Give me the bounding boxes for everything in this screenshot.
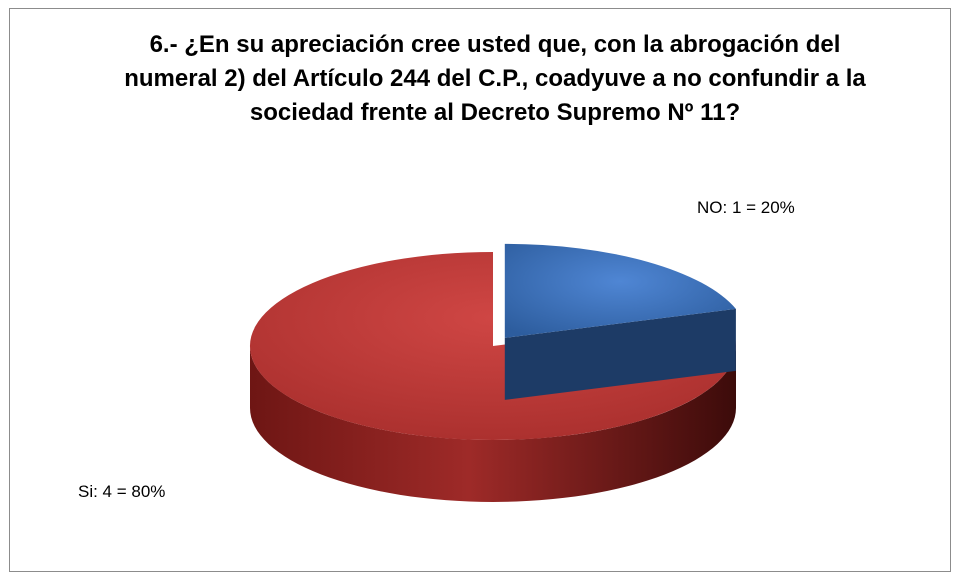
slice-top (504, 243, 736, 338)
data-label: Si: 4 = 80% (78, 482, 165, 501)
slice-side (250, 346, 736, 502)
slice-cut (504, 308, 736, 400)
slice-top (249, 252, 736, 440)
data-label: NO: 1 = 20% (697, 198, 795, 217)
chart-title: 6.- ¿En su apreciación cree usted que, c… (124, 31, 866, 126)
